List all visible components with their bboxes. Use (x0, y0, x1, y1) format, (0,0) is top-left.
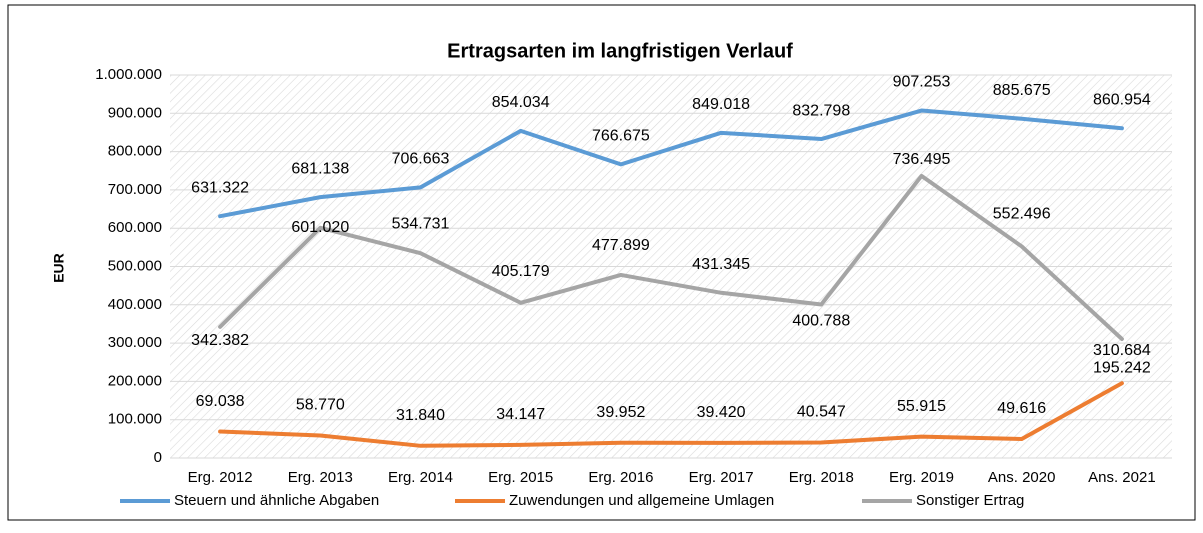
data-label: 885.675 (993, 82, 1051, 99)
data-label: 400.788 (792, 313, 850, 330)
data-label: 431.345 (692, 256, 750, 273)
x-tick-label: Erg. 2015 (488, 469, 553, 486)
data-label: 534.731 (392, 215, 450, 232)
series-line (218, 108, 1124, 219)
y-tick-label: 1.000.000 (95, 66, 162, 83)
data-label: 405.179 (492, 263, 550, 280)
x-tick-label: Erg. 2014 (388, 469, 453, 486)
data-label: 860.954 (1093, 91, 1151, 108)
y-tick-label: 400.000 (108, 296, 162, 313)
data-label: 601.020 (291, 219, 349, 236)
chart-title: Ertragsarten im langfristigen Verlauf (447, 40, 793, 62)
x-tick-label: Ans. 2020 (988, 469, 1056, 486)
x-tick-label: Erg. 2013 (288, 469, 353, 486)
legend-label: Sonstiger Ertrag (916, 492, 1024, 509)
data-label: 552.496 (993, 206, 1051, 223)
y-tick-label: 600.000 (108, 219, 162, 236)
y-tick-label: 200.000 (108, 372, 162, 389)
data-label: 58.770 (296, 397, 345, 414)
x-tick-label: Erg. 2017 (689, 469, 754, 486)
data-label: 681.138 (291, 160, 349, 177)
y-tick-label: 700.000 (108, 181, 162, 198)
legend-label: Zuwendungen und allgemeine Umlagen (509, 492, 774, 509)
legend-label: Steuern und ähnliche Abgaben (174, 492, 379, 509)
x-tick-label: Erg. 2016 (588, 469, 653, 486)
y-tick-label: 500.000 (108, 257, 162, 274)
y-tick-label: 300.000 (108, 334, 162, 351)
data-label: 195.242 (1093, 359, 1151, 376)
x-tick-label: Erg. 2012 (188, 469, 253, 486)
data-label: 40.547 (797, 404, 846, 421)
x-tick-label: Erg. 2019 (889, 469, 954, 486)
data-label: 631.322 (191, 179, 249, 196)
data-label: 39.420 (697, 404, 746, 421)
data-label: 849.018 (692, 96, 750, 113)
data-label: 49.616 (997, 400, 1046, 417)
y-axis-label: EUR (51, 253, 67, 283)
data-label: 55.915 (897, 398, 946, 415)
data-label: 766.675 (592, 128, 650, 145)
data-label: 34.147 (496, 406, 545, 423)
data-label: 39.952 (596, 404, 645, 421)
data-label: 706.663 (392, 151, 450, 168)
y-tick-label: 800.000 (108, 143, 162, 160)
x-tick-label: Erg. 2018 (789, 469, 854, 486)
y-tick-label: 0 (154, 449, 162, 466)
y-tick-label: 900.000 (108, 104, 162, 121)
data-label: 832.798 (792, 102, 850, 119)
data-label: 854.034 (492, 94, 550, 111)
x-tick-label: Ans. 2021 (1088, 469, 1156, 486)
data-label: 310.684 (1093, 342, 1151, 359)
data-label: 342.382 (191, 332, 249, 349)
data-label: 736.495 (893, 151, 951, 168)
series-line (218, 173, 1124, 342)
series-line (218, 381, 1124, 448)
data-label: 69.038 (196, 393, 245, 410)
y-tick-label: 100.000 (108, 411, 162, 428)
data-label: 907.253 (893, 74, 951, 91)
data-label: 31.840 (396, 407, 445, 424)
data-label: 477.899 (592, 237, 650, 254)
